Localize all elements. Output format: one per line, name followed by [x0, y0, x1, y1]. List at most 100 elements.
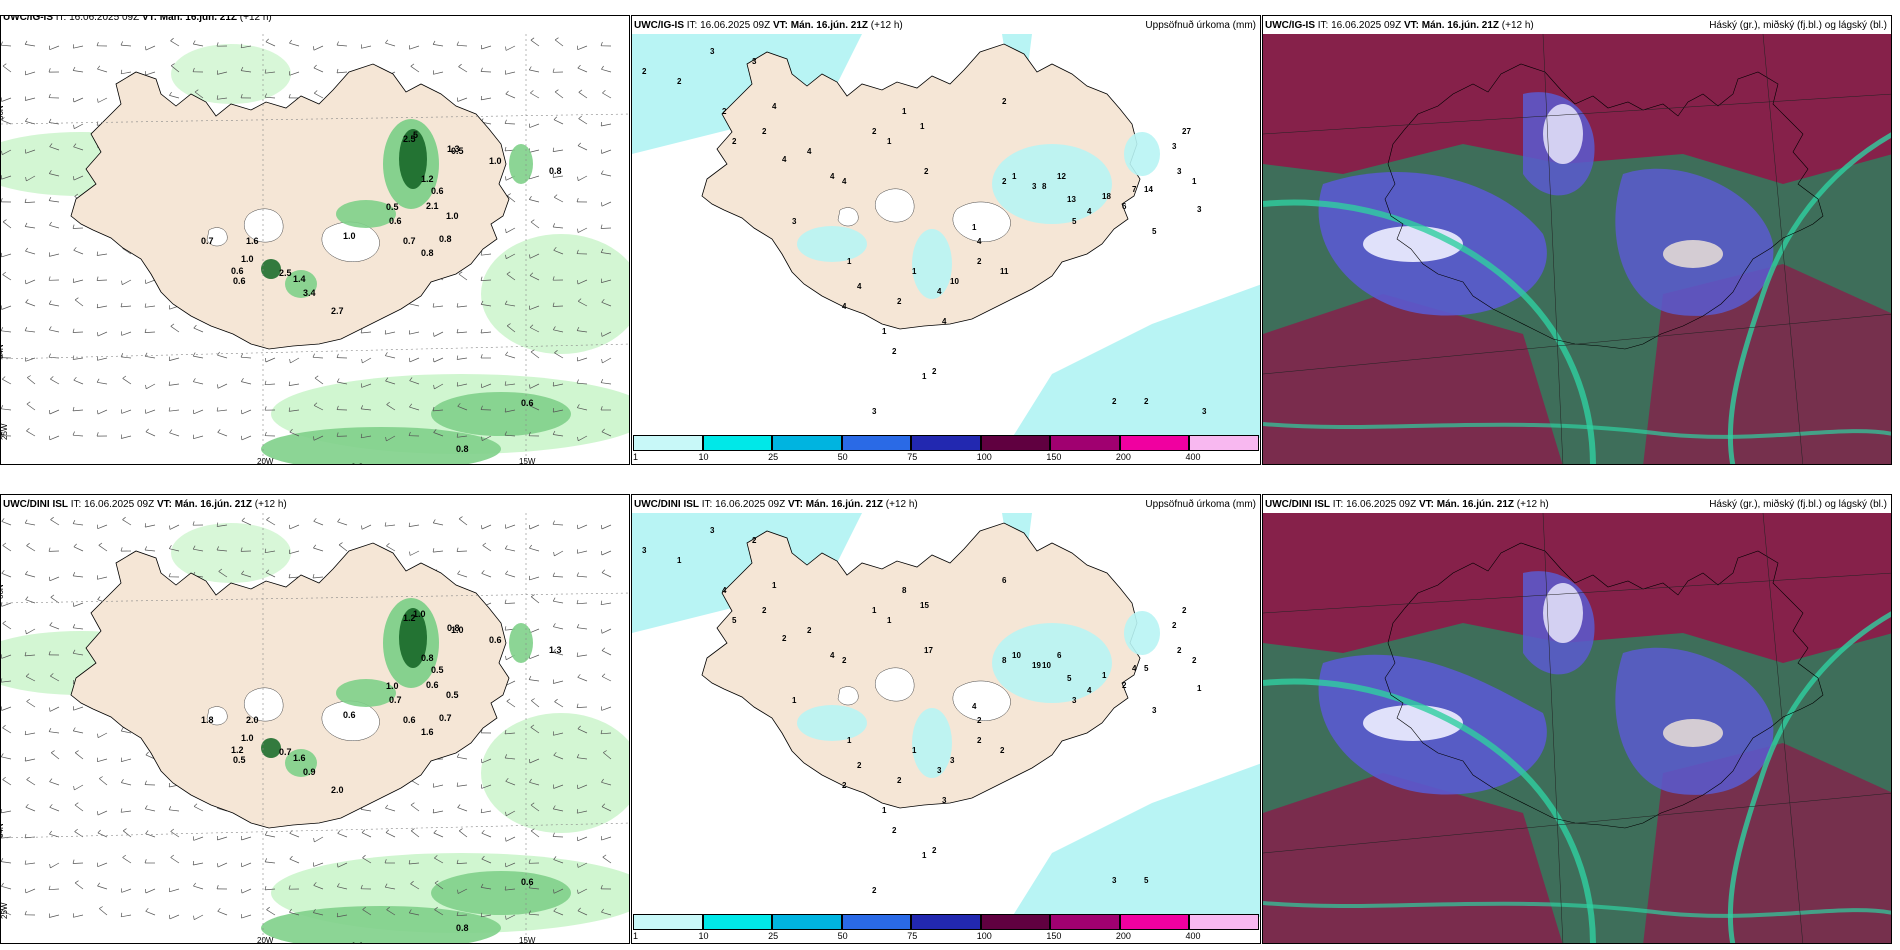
wind-barb	[1, 97, 12, 102]
wind-barb-flag	[504, 119, 507, 124]
wind-barb	[1, 654, 12, 659]
cloud-contour	[1263, 422, 1891, 439]
wind-barb-flag	[1, 376, 6, 380]
wind-barb	[241, 862, 252, 868]
value-label: 3	[710, 526, 715, 535]
wind-barb-flag	[530, 828, 535, 832]
value-label: 0.6	[521, 877, 534, 887]
wind-barb-flag	[600, 224, 603, 229]
wind-barb	[97, 381, 108, 385]
wind-barb-flag	[1, 150, 3, 155]
wind-barb-flag	[361, 358, 363, 364]
wind-barb-flag	[553, 907, 557, 912]
colorbar-swatch	[772, 435, 842, 451]
precip-area	[1124, 611, 1160, 655]
wind-barb	[314, 377, 324, 385]
wind-barb	[145, 524, 156, 528]
wind-barb-flag	[480, 67, 483, 72]
wind-barb	[50, 519, 60, 526]
wind-barb-flag	[337, 518, 341, 523]
value-label: 1	[882, 327, 887, 336]
wind-barb-flag	[50, 673, 54, 677]
lon-label: 25W	[1, 423, 9, 440]
wind-barb	[73, 249, 84, 255]
wind-barb-flag	[74, 880, 79, 884]
value-label: 4	[1087, 686, 1092, 695]
panel-header: UWC/DINI ISL IT: 16.06.2025 09Z VT: Mán.…	[634, 499, 918, 510]
wind-barb-flag	[505, 570, 509, 575]
wind-barb	[553, 175, 564, 178]
wind-barb-flag	[530, 724, 535, 728]
wind-barb	[97, 862, 108, 868]
wind-barb	[49, 731, 60, 734]
colorbar-swatch	[841, 914, 912, 930]
wind-barb-flag	[578, 89, 583, 93]
wind-barb	[458, 518, 468, 526]
wind-barb-flag	[457, 570, 461, 575]
wind-barb-flag	[336, 41, 339, 46]
wind-barb-flag	[120, 69, 123, 74]
wind-barb-flag	[48, 650, 51, 656]
wind-barb	[73, 575, 84, 578]
wind-barb	[170, 40, 180, 47]
wind-barb	[72, 227, 84, 229]
wind-barb-flag	[25, 117, 28, 122]
wind-barb	[361, 832, 372, 838]
wind-barb-flag	[480, 300, 484, 305]
wind-barb	[530, 92, 540, 99]
wind-barb-flag	[288, 407, 291, 412]
wind-barb-flag	[193, 803, 198, 807]
wind-barb	[504, 434, 516, 437]
wind-barb	[601, 279, 612, 283]
wind-barb	[434, 383, 444, 390]
wind-barb-flag	[49, 778, 53, 782]
wind-barb	[97, 305, 108, 309]
panel-title: Uppsöfnuð úrkoma (mm)	[1145, 499, 1256, 510]
wind-barb	[2, 65, 12, 73]
lat-label: 64N	[1, 823, 5, 838]
value-label: 1.6	[246, 236, 259, 246]
wind-barb	[409, 550, 420, 556]
wind-barb-flag	[1, 327, 4, 331]
wind-barb-flag	[168, 381, 171, 386]
wind-barb	[289, 858, 300, 864]
wind-barb	[25, 226, 36, 229]
wind-barb	[1, 810, 12, 814]
value-label: 2	[1122, 681, 1127, 690]
wind-barb-flag	[72, 519, 76, 524]
cloud-map[interactable]	[1263, 34, 1892, 465]
wind-barb-flag	[313, 518, 317, 522]
colorbar-label: 1	[633, 931, 639, 941]
graticule-line	[1263, 572, 1891, 614]
wind-barb	[578, 300, 588, 307]
wind-barb-flag	[410, 802, 415, 806]
wind-barb	[145, 888, 156, 894]
wind-barb	[553, 119, 564, 125]
wind-barb-flag	[360, 405, 364, 410]
wind-barb	[25, 676, 36, 682]
wind-barb	[2, 727, 12, 734]
wind-barb	[2, 274, 12, 281]
wind-barb-flag	[529, 272, 534, 276]
wind-barb	[603, 752, 612, 760]
wind-barb-flag	[601, 569, 606, 573]
wind-barb	[480, 71, 492, 73]
wind-barb-flag	[264, 886, 267, 890]
value-label: 4	[772, 102, 777, 111]
wind-barb-flag	[98, 542, 103, 546]
wind-barb-flag	[51, 750, 55, 753]
value-label: 5	[732, 616, 737, 625]
wind-barb-flag	[480, 912, 483, 917]
wind-barb	[25, 357, 36, 362]
wind-barb	[530, 596, 540, 604]
glacier-hofsjokull	[206, 227, 228, 247]
precip-area	[992, 144, 1112, 224]
wind-barb-flag	[73, 376, 77, 381]
colorbar-swatch	[911, 914, 981, 930]
value-label: 3	[950, 756, 955, 765]
cloud-map[interactable]	[1263, 513, 1892, 944]
